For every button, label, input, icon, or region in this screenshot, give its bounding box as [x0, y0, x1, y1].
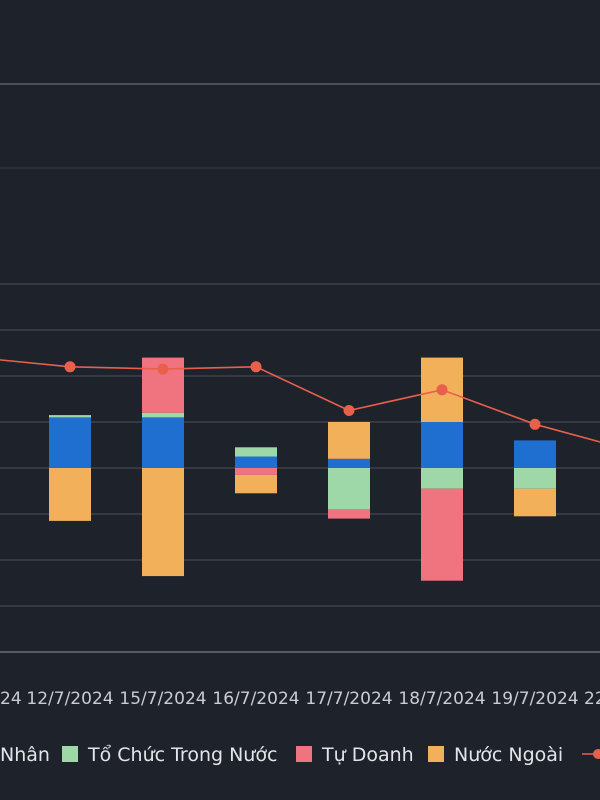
legend-swatch[interactable]: [428, 746, 444, 762]
legend-label[interactable]: Tự Doanh: [321, 744, 414, 766]
x-tick-label: 22: [584, 689, 600, 709]
bar-segment: [142, 417, 184, 468]
x-tick-label: 12/7/2024: [26, 689, 113, 709]
bar-segment: [235, 468, 277, 475]
bar-segment: [514, 488, 556, 517]
legend-label[interactable]: Nước Ngoài: [454, 744, 563, 766]
line-point: [343, 405, 355, 416]
bar-segment: [142, 468, 184, 577]
legend-swatch[interactable]: [62, 746, 78, 762]
x-tick-label: 18/7/2024: [398, 689, 485, 709]
bar-segment: [328, 468, 370, 510]
bar-segment: [421, 488, 463, 581]
bar-segment: [235, 447, 277, 457]
line-series: [0, 359, 600, 443]
bar-segment: [421, 468, 463, 489]
legend-label[interactable]: Tổ Chức Trong Nước: [87, 744, 277, 766]
bar-segment: [328, 458, 370, 468]
line-point: [64, 361, 76, 373]
bar-segment: [421, 422, 463, 468]
bar-segment: [49, 417, 91, 468]
x-tick-label: 19/7/2024: [491, 689, 578, 709]
bar-segment: [49, 415, 91, 418]
x-tick-label: 24: [0, 689, 22, 709]
bar-segment: [235, 456, 277, 468]
bar-segment: [514, 468, 556, 489]
bar-segment: [235, 474, 277, 494]
bar-segment: [514, 440, 556, 468]
x-tick-label: 15/7/2024: [119, 689, 206, 709]
bar-segment: [328, 509, 370, 519]
bar-segment: [49, 468, 91, 521]
x-tick-label: 16/7/2024: [212, 689, 299, 709]
x-tick-label: 17/7/2024: [305, 689, 392, 709]
legend-label[interactable]: Nhân: [0, 744, 50, 766]
bar-segment: [328, 422, 370, 459]
line-point: [157, 363, 169, 375]
line-point: [529, 418, 541, 430]
legend-swatch[interactable]: [296, 746, 312, 762]
line-point: [250, 361, 262, 373]
bar-segment: [142, 412, 184, 418]
legend-line-dot[interactable]: [593, 749, 600, 759]
line-point: [436, 384, 448, 396]
